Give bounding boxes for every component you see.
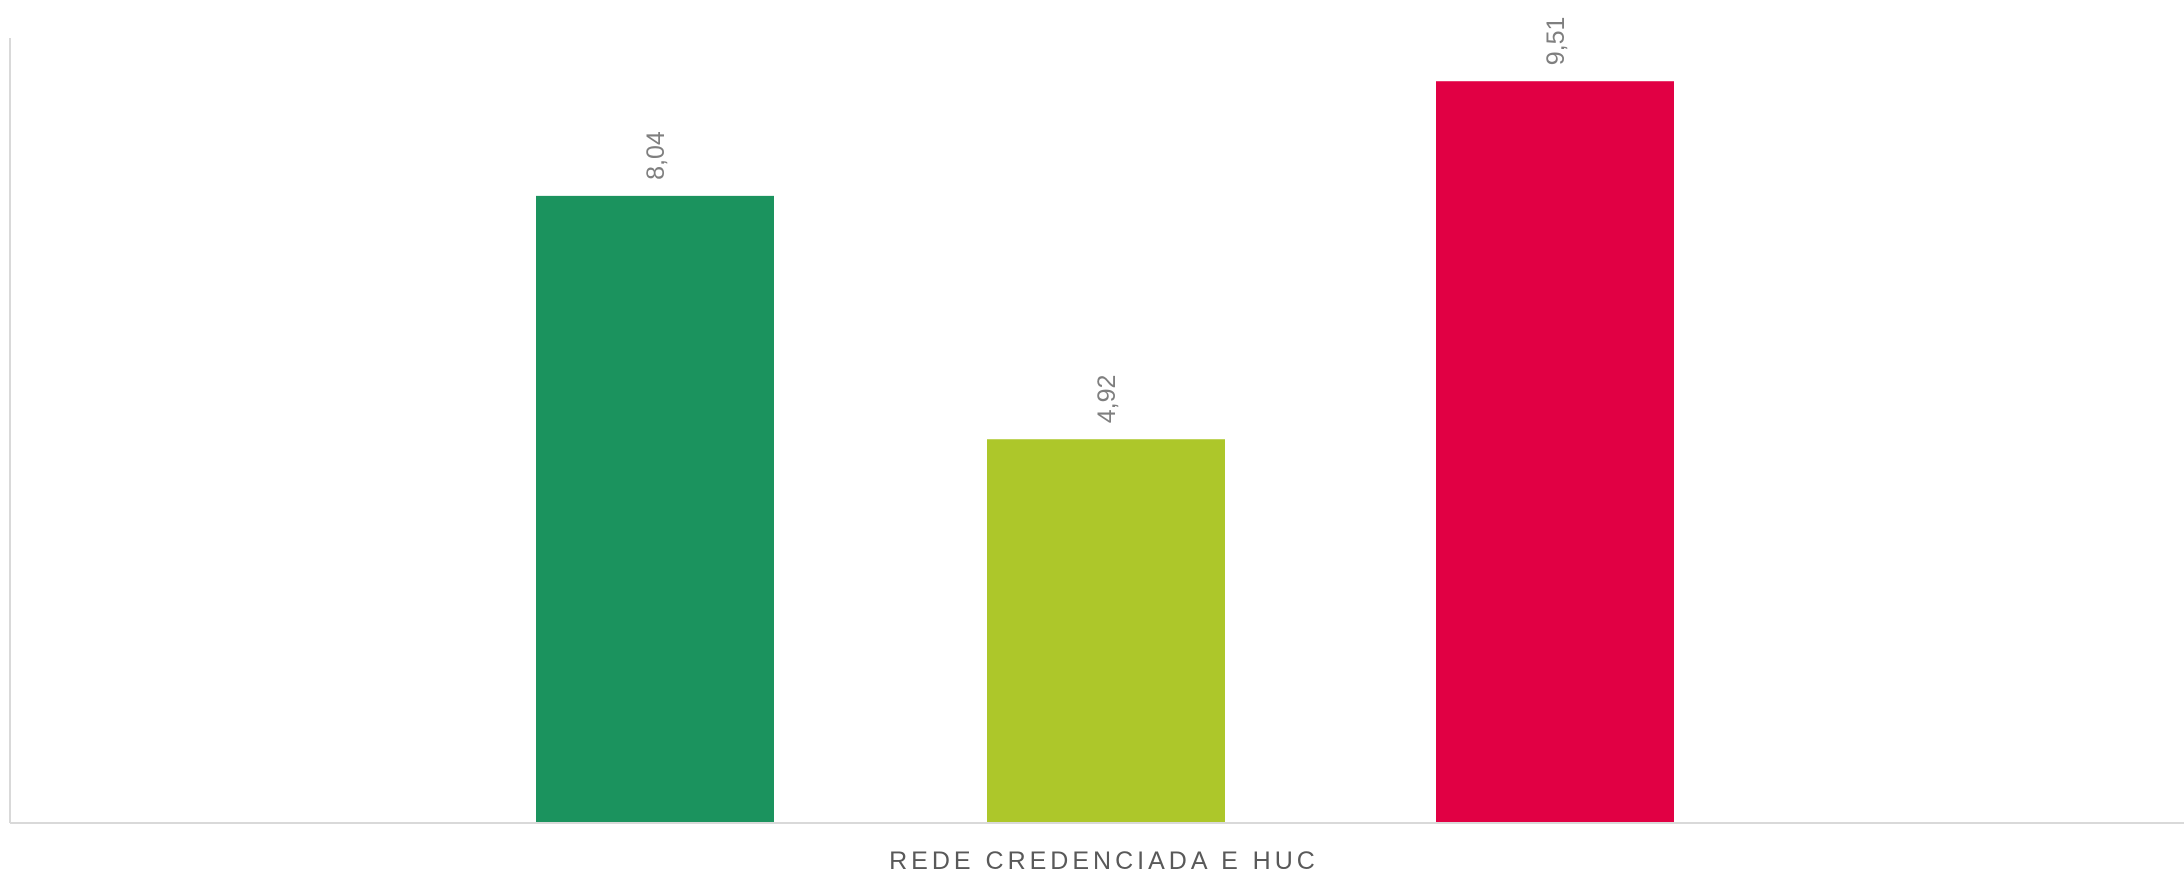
- data-label-3: 9,51: [1542, 17, 1570, 66]
- data-label-1: 8,04: [642, 131, 670, 180]
- bar-3: [1436, 81, 1674, 824]
- bar-2: [987, 439, 1225, 823]
- bars-layer: [536, 81, 1674, 824]
- category-label: REDE CREDENCIADA E HUC: [889, 847, 1319, 872]
- bar-1: [536, 195, 774, 823]
- data-label-2: 4,92: [1093, 375, 1121, 424]
- data-labels-layer: 8,04 4,92 9,51: [642, 17, 1570, 424]
